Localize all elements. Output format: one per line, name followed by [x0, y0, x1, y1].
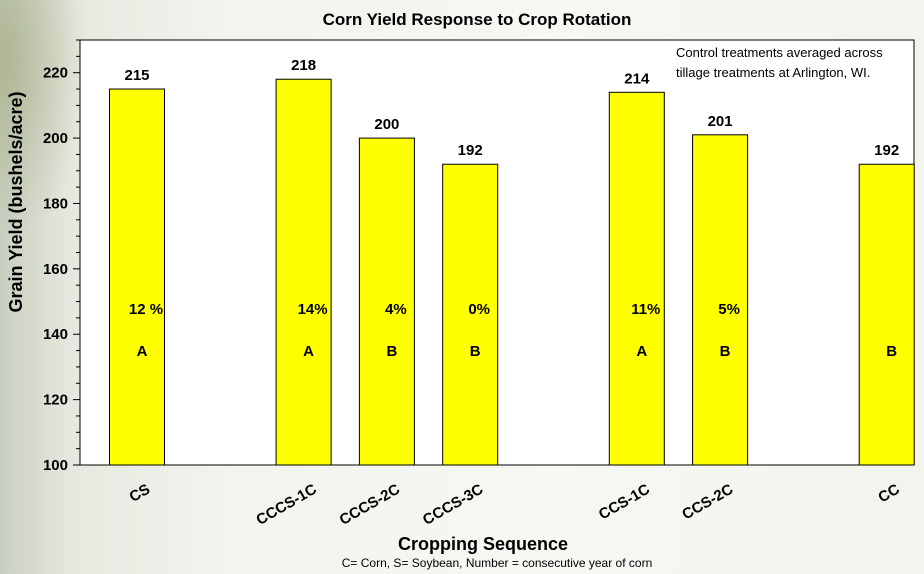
data-label: 218 [291, 57, 316, 74]
letter-label: B [886, 343, 897, 360]
y-tick-label: 100 [43, 457, 68, 474]
bar-cccs-3c [442, 163, 499, 466]
percent-label: 14% [298, 301, 328, 318]
bar-cc [858, 163, 915, 466]
percent-label: 0% [468, 301, 490, 318]
y-tick-label: 220 [43, 65, 68, 82]
y-axis-title: Grain Yield (bushels/acre) [6, 91, 26, 312]
y-tick-label: 120 [43, 392, 68, 409]
y-tick-label: 140 [43, 326, 68, 343]
letter-label: B [470, 343, 481, 360]
letter-label: B [386, 343, 397, 360]
data-label: 201 [708, 113, 733, 130]
data-label: 200 [374, 116, 399, 133]
y-axis: 100 120 140 160 180 200 220 [43, 39, 81, 474]
x-tick-label: CCCS-3C [420, 481, 486, 529]
letter-label: B [720, 343, 731, 360]
data-label: 192 [874, 142, 899, 159]
y-tick-label: 180 [43, 195, 68, 212]
y-tick-label: 160 [43, 261, 68, 278]
x-axis-title: Cropping Sequence [398, 534, 568, 554]
y-tick-label: 200 [43, 130, 68, 147]
letter-label: A [636, 343, 647, 360]
bar-cccs-1c [275, 78, 332, 466]
data-label: 214 [624, 70, 650, 87]
letter-label: A [303, 343, 314, 360]
percent-label: 11% [631, 301, 660, 318]
chart-title: Corn Yield Response to Crop Rotation [323, 10, 632, 29]
data-label: 215 [124, 67, 149, 84]
percent-label: 12 % [129, 301, 163, 318]
x-tick-label: CCS-1C [596, 481, 653, 524]
footnote: C= Corn, S= Soybean, Number = consecutiv… [342, 556, 653, 570]
chart-note-line-2: tillage treatments at Arlington, WI. [676, 65, 870, 80]
bar-ccs-2c [692, 134, 749, 466]
x-tick-label: CS [126, 481, 153, 506]
bar-cccs-2c [358, 137, 415, 466]
bar-cs [109, 88, 165, 466]
data-label: 192 [458, 142, 483, 159]
x-tick-label: CCCS-1C [253, 481, 319, 529]
percent-label: 4% [385, 301, 407, 318]
chart-note-line-1: Control treatments averaged across [676, 45, 883, 60]
bars-group [109, 78, 915, 466]
percent-label: 5% [718, 301, 740, 318]
x-tick-label: CCS-2C [679, 481, 736, 524]
bar-ccs-1c [608, 91, 665, 466]
x-tick-label: CCCS-2C [337, 481, 403, 529]
x-tick-label: CC [875, 481, 902, 507]
letter-label: A [137, 343, 148, 360]
